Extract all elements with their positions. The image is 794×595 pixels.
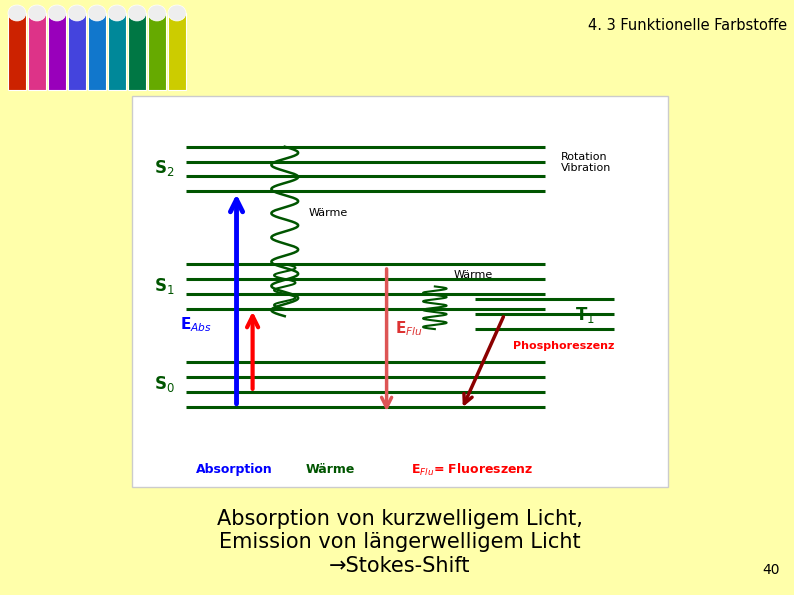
Bar: [168, 13, 186, 90]
Text: E$_{Flu}$: E$_{Flu}$: [395, 320, 422, 338]
Ellipse shape: [168, 5, 186, 21]
Bar: [108, 13, 126, 90]
Bar: [28, 13, 46, 90]
Bar: [148, 13, 166, 90]
Text: Wärme: Wärme: [306, 463, 355, 476]
Text: Wärme: Wärme: [309, 208, 348, 218]
Text: Phosphoreszenz: Phosphoreszenz: [513, 342, 614, 351]
Text: E$_{Flu}$= Fluoreszenz: E$_{Flu}$= Fluoreszenz: [410, 462, 534, 478]
Ellipse shape: [48, 5, 66, 21]
Text: Absorption von kurzwelligem Licht,
Emission von längerwelligem Licht
→Stokes-Shi: Absorption von kurzwelligem Licht, Emiss…: [217, 509, 583, 575]
Ellipse shape: [128, 5, 146, 21]
Ellipse shape: [8, 5, 26, 21]
Bar: [128, 13, 146, 90]
Text: S$_0$: S$_0$: [154, 374, 175, 393]
Text: E$_{Abs}$: E$_{Abs}$: [180, 315, 212, 334]
Text: 4. 3 Funktionelle Farbstoffe: 4. 3 Funktionelle Farbstoffe: [588, 18, 787, 33]
Bar: [132, 96, 668, 487]
Ellipse shape: [68, 5, 86, 21]
Ellipse shape: [148, 5, 166, 21]
Text: S$_2$: S$_2$: [154, 158, 175, 178]
Bar: [8, 13, 26, 90]
Ellipse shape: [108, 5, 126, 21]
Text: Absorption: Absorption: [195, 463, 272, 476]
Text: 40: 40: [762, 563, 780, 577]
Text: Wärme: Wärme: [453, 270, 493, 280]
Bar: [68, 13, 86, 90]
Bar: [48, 13, 66, 90]
Ellipse shape: [88, 5, 106, 21]
Text: S$_1$: S$_1$: [154, 275, 175, 296]
Bar: [88, 13, 106, 90]
Ellipse shape: [28, 5, 46, 21]
Text: Rotation
Vibration: Rotation Vibration: [561, 152, 611, 173]
Text: T$_1$: T$_1$: [575, 305, 595, 325]
